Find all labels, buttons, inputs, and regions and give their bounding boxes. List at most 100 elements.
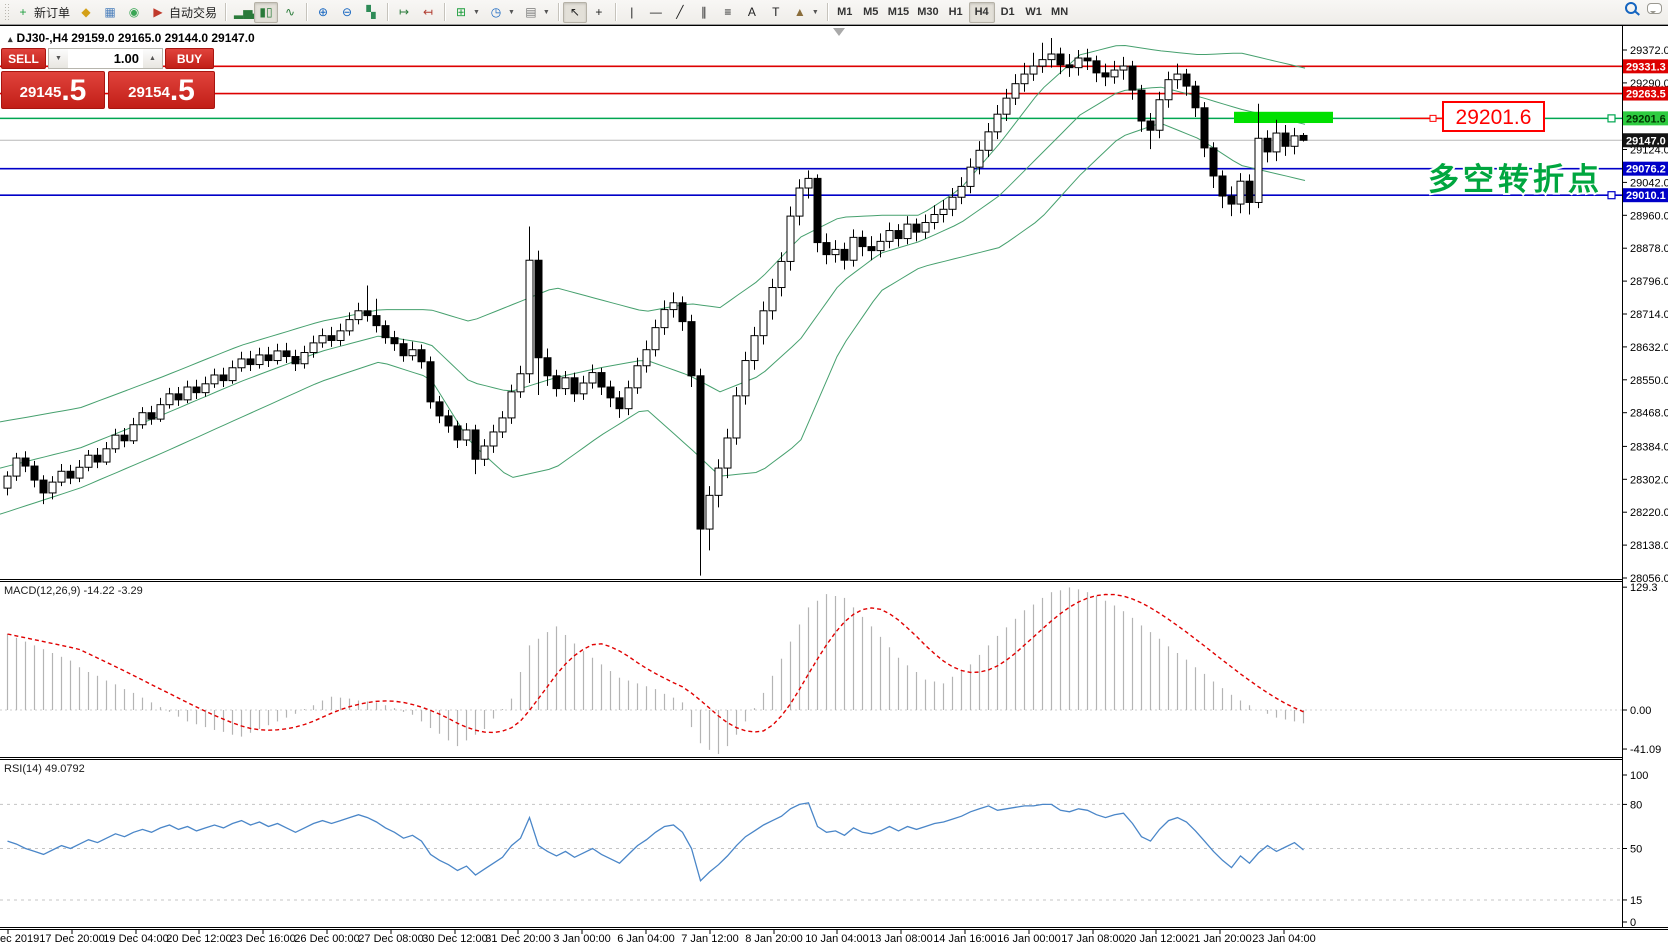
candle-bear (615, 397, 624, 410)
candle-bear (606, 386, 615, 399)
candle-bull (156, 404, 165, 420)
gold-icon: ◆ (81, 5, 91, 19)
trendline-button[interactable]: ╱ (668, 2, 692, 23)
line-chart-button[interactable]: ∿ (278, 2, 302, 23)
callout-anchor-handle[interactable] (1429, 114, 1437, 122)
timeframe-button-m5[interactable]: M5 (863, 6, 879, 18)
time-tick-label: 21 Jan 20:00 (1188, 933, 1252, 945)
timeframe-button-d1[interactable]: D1 (1000, 6, 1015, 18)
price-badge (1623, 188, 1668, 203)
candle-bull (201, 383, 210, 394)
time-tick-label: 27 Dec 08:00 (358, 933, 423, 945)
trendline-icon: ╱ (676, 5, 684, 19)
timeframe-button-mn[interactable]: MN (1051, 6, 1069, 18)
one-click-trading-panel: SELL ▼ 1.00 ▲ BUY 29145.5 29154.5 (1, 48, 217, 109)
autotrade-button[interactable]: ▶ 自动交易 (146, 2, 221, 23)
chart-window-icon: ▴ (8, 34, 13, 44)
price-tick-label: 28384.0 (1630, 441, 1668, 453)
highlight-zone-rect[interactable] (1234, 111, 1333, 124)
timeframe-button-h1[interactable]: H1 (948, 6, 963, 18)
candle-bear (1056, 53, 1065, 66)
volume-increase-button[interactable]: ▲ (143, 49, 162, 68)
text-button[interactable]: A (740, 2, 764, 23)
chat-icon[interactable] (1647, 2, 1662, 14)
line-handle[interactable] (1607, 114, 1616, 123)
timeframe-button-w1[interactable]: W1 (1025, 6, 1042, 18)
candle-bull (1029, 65, 1038, 75)
price-tick-label: 28550.0 (1630, 375, 1668, 387)
zoom-in-button[interactable]: ⊕ (311, 2, 335, 23)
candle-bear (678, 302, 687, 323)
volume-input[interactable]: 1.00 (113, 51, 139, 66)
line-handle[interactable] (1607, 191, 1616, 200)
auto-scroll-button[interactable]: ↦ (392, 2, 416, 23)
search-icon[interactable] (1625, 2, 1637, 14)
chart-shift-button[interactable]: ↤ (416, 2, 440, 23)
price-tick-label: 28960.0 (1630, 210, 1668, 222)
tile-windows-button[interactable]: ▚ (359, 2, 383, 23)
fibonacci-button[interactable]: ≡ (716, 2, 740, 23)
text-icon: A (747, 5, 756, 19)
candle-bull (732, 395, 741, 439)
timeframe-button-m15[interactable]: M15 (887, 6, 910, 18)
candle-bull (1038, 59, 1047, 67)
candle-bull (516, 373, 525, 393)
new-order-button[interactable]: + 新订单 (11, 2, 74, 23)
candle-bull (1011, 83, 1020, 99)
signal-button[interactable]: ◉ (122, 2, 146, 23)
price-tick-label: 28632.0 (1630, 342, 1668, 354)
chevron-down-icon[interactable]: ▼ (542, 8, 550, 16)
price-axis-area[interactable] (1623, 26, 1668, 927)
time-axis-area[interactable] (0, 930, 1668, 945)
chevron-down-icon[interactable]: ▼ (473, 8, 480, 16)
bid-price-display[interactable]: 29145.5 (1, 71, 105, 109)
shapes-button[interactable]: ▲ ▼ (788, 2, 823, 23)
ask-price-display[interactable]: 29154.5 (108, 71, 215, 109)
candle-bear (912, 223, 921, 233)
price-callout-box[interactable] (1442, 101, 1545, 132)
cn-annotation-text[interactable]: 多空转折点 (1426, 160, 1603, 199)
horizontal-line-button[interactable]: — (644, 2, 668, 23)
timeframe-button-m1[interactable]: M1 (837, 6, 853, 18)
toolbar-separator (614, 3, 616, 21)
price-callout-text: 29201.6 (1456, 106, 1532, 129)
timeframe-button-m30[interactable]: M30 (917, 6, 939, 18)
candle-bull (921, 222, 930, 233)
candle-bull (993, 113, 1002, 133)
vertical-line-button[interactable]: | (620, 2, 644, 23)
indicators-button[interactable]: ⊞ ▼ (449, 2, 484, 23)
crosshair-button[interactable]: + (587, 2, 611, 23)
time-tick-label: 23 Dec 16:00 (230, 933, 295, 945)
candle-bull (669, 302, 678, 311)
chevron-down-icon[interactable]: ▼ (507, 8, 515, 16)
timeframe-button-h4[interactable]: H4 (968, 1, 995, 23)
publisher-button[interactable]: ▦ (98, 2, 122, 23)
price-badge (1623, 111, 1668, 126)
candle-bear (453, 425, 462, 441)
gold-button[interactable]: ◆ (74, 2, 98, 23)
candle-bull (489, 431, 498, 447)
chevron-down-icon[interactable]: ▼ (811, 8, 819, 16)
periods-button[interactable]: ◷ ▼ (484, 2, 519, 23)
candle-chart-button[interactable]: ▮▯ (254, 1, 279, 23)
buy-button[interactable]: BUY (165, 48, 214, 69)
bar-chart-button[interactable]: ▂▅▃ (230, 2, 262, 23)
chart-shift-marker-icon (833, 28, 845, 36)
volume-decrease-button[interactable]: ▼ (49, 49, 68, 68)
channel-button[interactable]: ∥ (692, 2, 716, 23)
chart-plot-area[interactable] (0, 26, 1622, 929)
toolbar-separator (306, 3, 308, 21)
sell-button[interactable]: SELL (1, 48, 46, 69)
candle-bull (75, 466, 84, 479)
price-badge (1623, 86, 1668, 101)
candle-bull (642, 349, 651, 367)
price-badge-label: 29331.3 (1626, 61, 1666, 73)
candle-bear (1218, 175, 1227, 197)
toolbar-grip[interactable] (4, 3, 9, 21)
zoom-out-button[interactable]: ⊖ (335, 2, 359, 23)
price-badge (1623, 59, 1668, 74)
cursor-button[interactable]: ↖ (562, 1, 587, 23)
text-label-button[interactable]: T (764, 2, 788, 23)
templates-button[interactable]: ▤ ▼ (519, 2, 554, 23)
